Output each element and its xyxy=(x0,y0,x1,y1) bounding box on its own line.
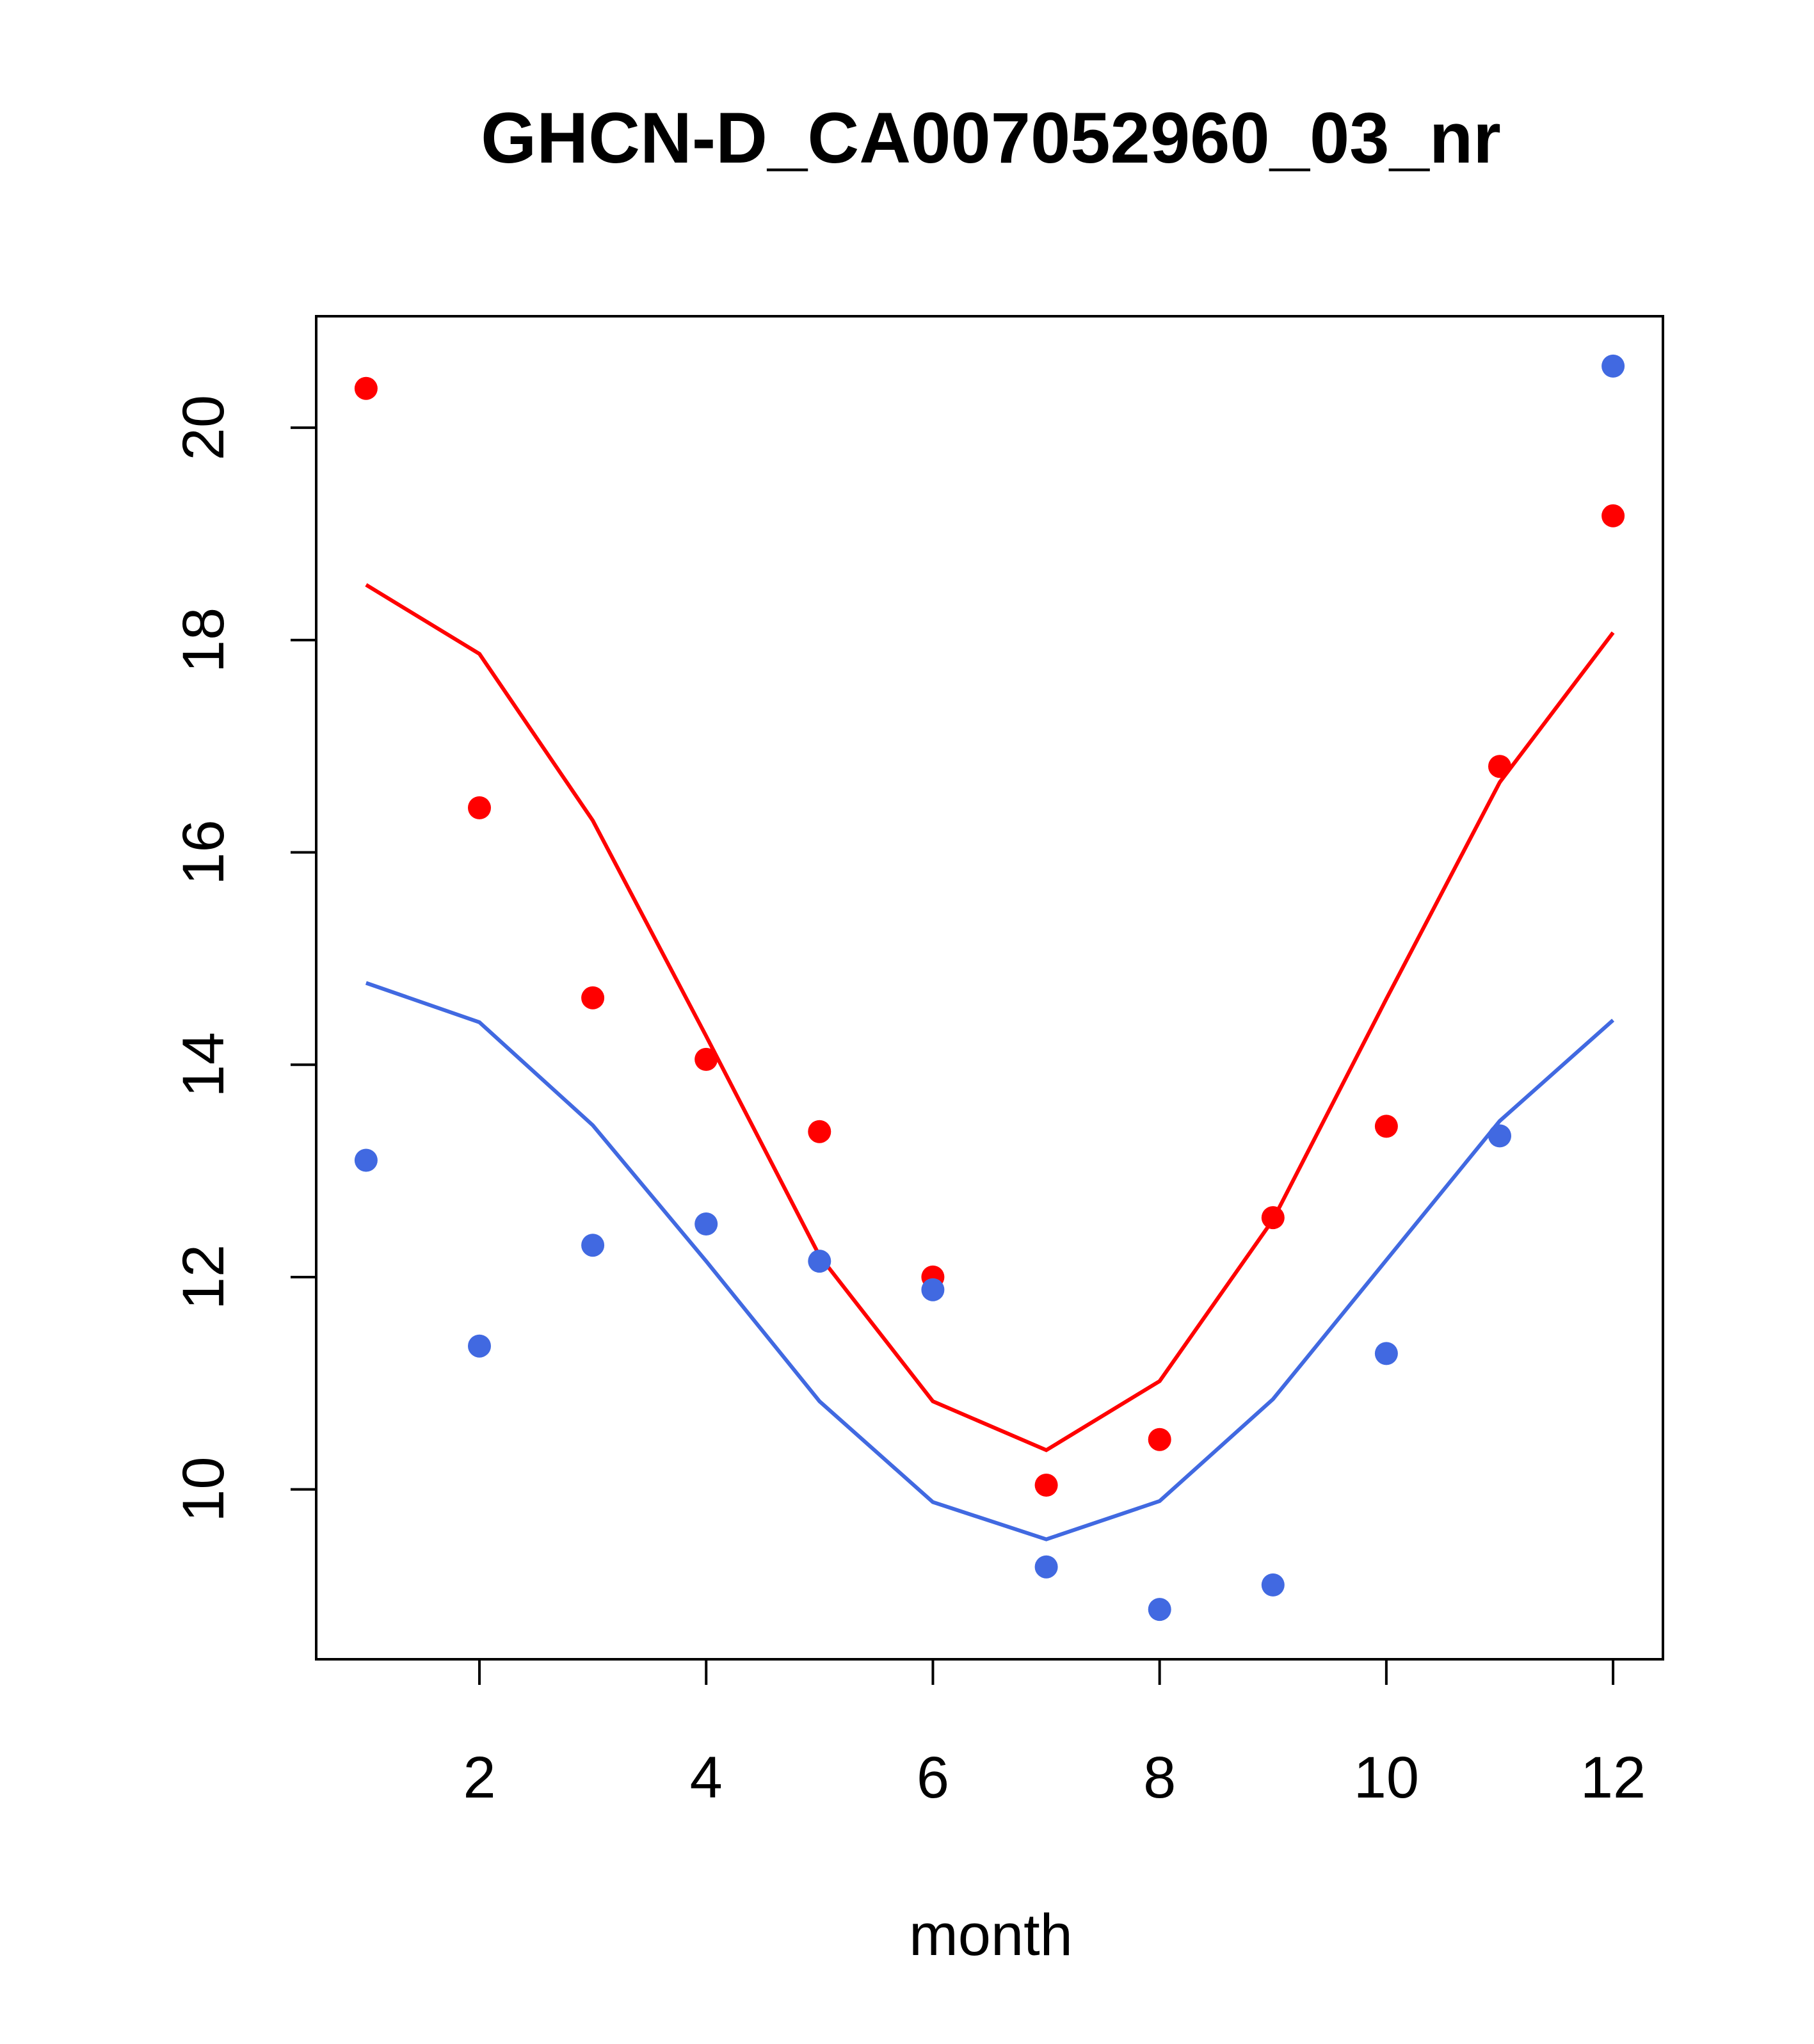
chart-title: GHCN-D_CA007052960_03_nr xyxy=(481,98,1501,178)
series-2-point xyxy=(354,1148,378,1172)
y-axis: 10 12 14 16 18 20 xyxy=(171,395,317,1522)
y-tick-label: 12 xyxy=(171,1244,236,1310)
series-2-point xyxy=(694,1212,718,1235)
y-tick-label: 10 xyxy=(171,1456,236,1522)
series-1-point xyxy=(1488,755,1511,778)
series-1-point xyxy=(1261,1206,1285,1230)
series-2-point xyxy=(468,1334,491,1358)
series-2-point xyxy=(581,1234,605,1257)
y-tick-label: 14 xyxy=(171,1032,236,1097)
x-tick-label: 12 xyxy=(1580,1745,1646,1810)
series-2-point xyxy=(921,1278,945,1301)
series-1-point xyxy=(1601,504,1625,527)
series-2-point xyxy=(1488,1124,1511,1148)
series-1-line xyxy=(365,583,1615,1453)
x-tick-label: 2 xyxy=(463,1745,495,1810)
x-axis-title: month xyxy=(909,1903,1073,1968)
y-tick-label: 18 xyxy=(171,608,236,673)
series-1-point xyxy=(694,1047,718,1071)
series-2-point xyxy=(1148,1598,1171,1622)
series-1-point xyxy=(354,376,378,400)
series-2-point xyxy=(1601,354,1625,378)
x-axis: 2 4 6 8 10 12 xyxy=(463,1658,1646,1810)
series-2-point xyxy=(808,1250,831,1273)
x-tick-label: 8 xyxy=(1143,1745,1176,1810)
series-1-point xyxy=(808,1120,831,1143)
series-1-point xyxy=(468,796,491,819)
series-1-point xyxy=(1374,1115,1398,1138)
series-2-line xyxy=(365,981,1615,1541)
series-1-point xyxy=(1148,1428,1171,1451)
x-tick-label: 6 xyxy=(917,1745,949,1810)
series-2-point xyxy=(1261,1573,1285,1597)
y-tick-label: 20 xyxy=(171,395,236,460)
series-1-point xyxy=(581,986,605,1010)
plot-frame xyxy=(315,315,1664,1661)
x-tick-label: 4 xyxy=(690,1745,723,1810)
x-tick-label: 10 xyxy=(1354,1745,1419,1810)
series-layer xyxy=(354,354,1625,1622)
series-1-point xyxy=(1034,1474,1058,1497)
series-2-point xyxy=(1034,1555,1058,1579)
series-2-point xyxy=(1374,1342,1398,1365)
y-tick-label: 16 xyxy=(171,819,236,885)
